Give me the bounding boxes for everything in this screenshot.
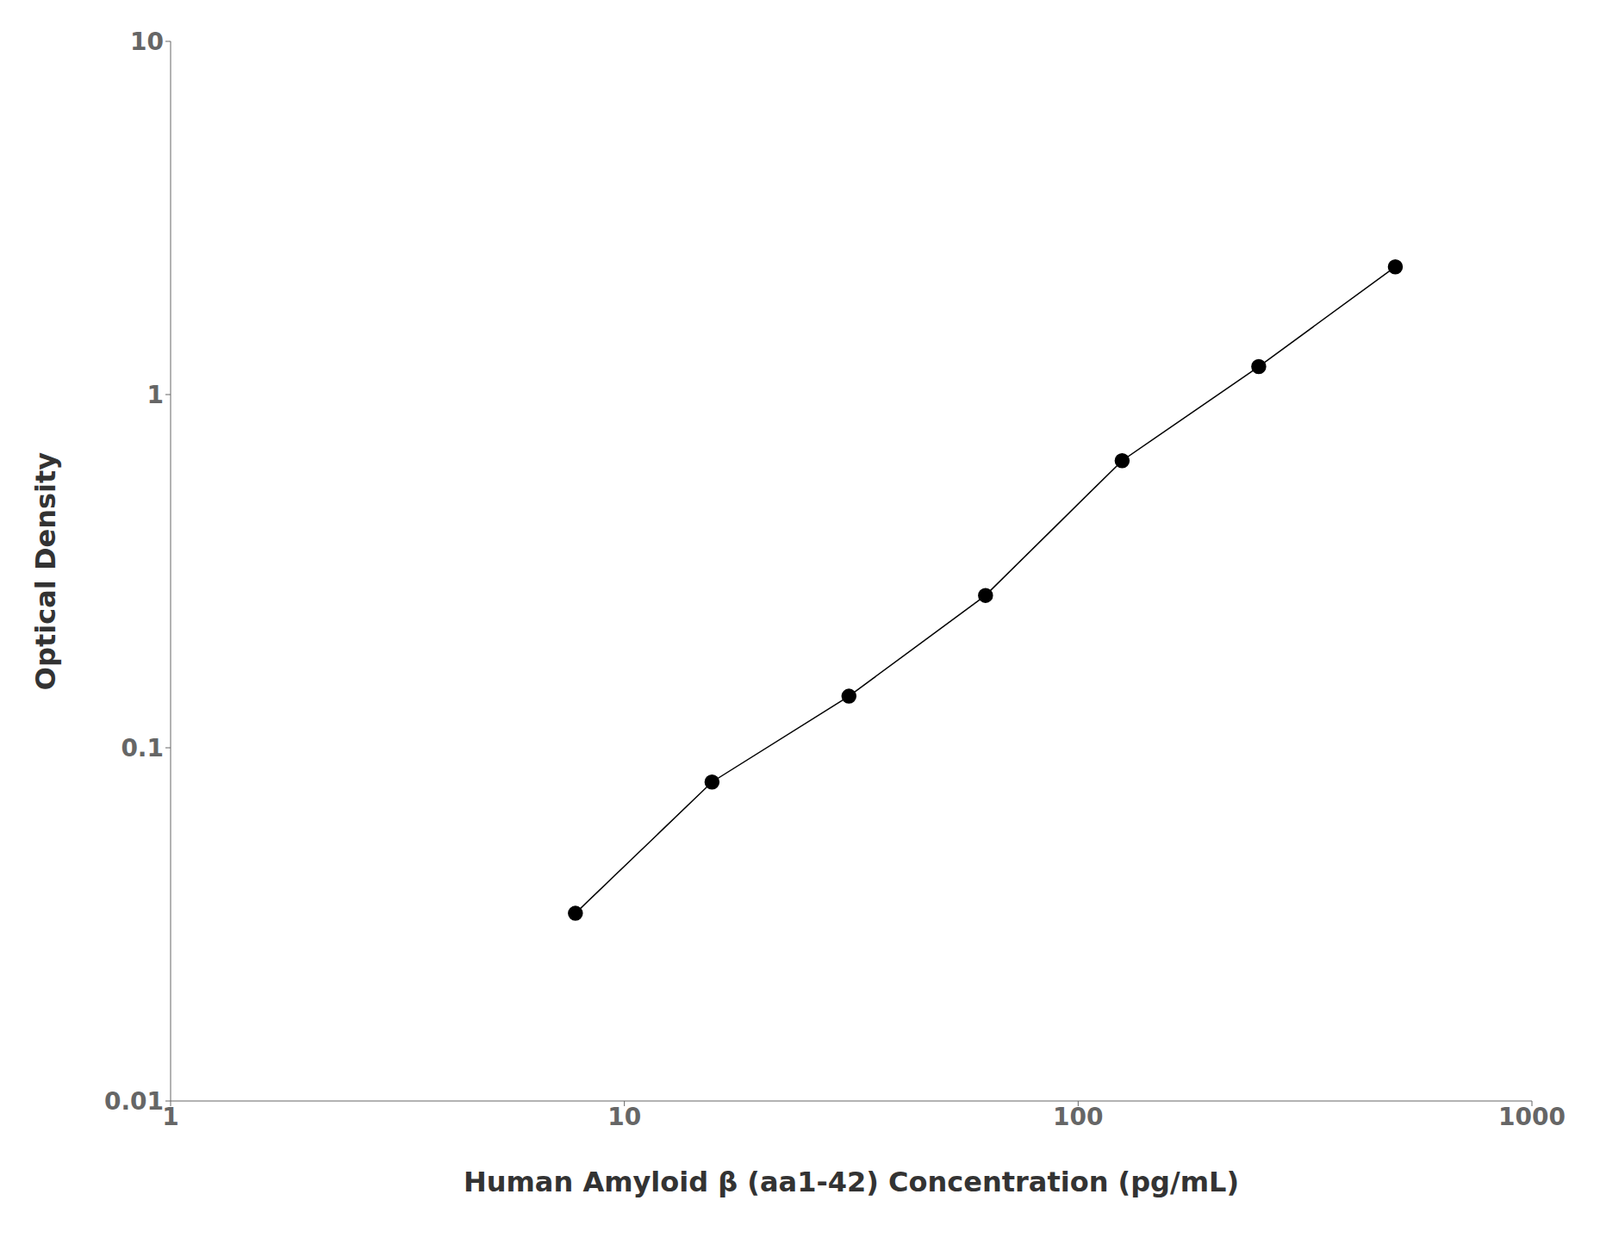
svg-text:100: 100: [1052, 1102, 1103, 1132]
svg-text:1: 1: [161, 1102, 179, 1132]
svg-text:1: 1: [147, 380, 164, 410]
svg-text:10: 10: [130, 27, 164, 57]
svg-text:Optical Density: Optical Density: [29, 452, 63, 691]
svg-text:0.01: 0.01: [104, 1087, 164, 1116]
svg-text:Human Amyloid β (aa1-42) Conce: Human Amyloid β (aa1-42) Concentration (…: [463, 1165, 1239, 1199]
svg-text:0.1: 0.1: [120, 734, 164, 763]
svg-text:1000: 1000: [1498, 1102, 1566, 1132]
svg-text:10: 10: [607, 1102, 642, 1132]
